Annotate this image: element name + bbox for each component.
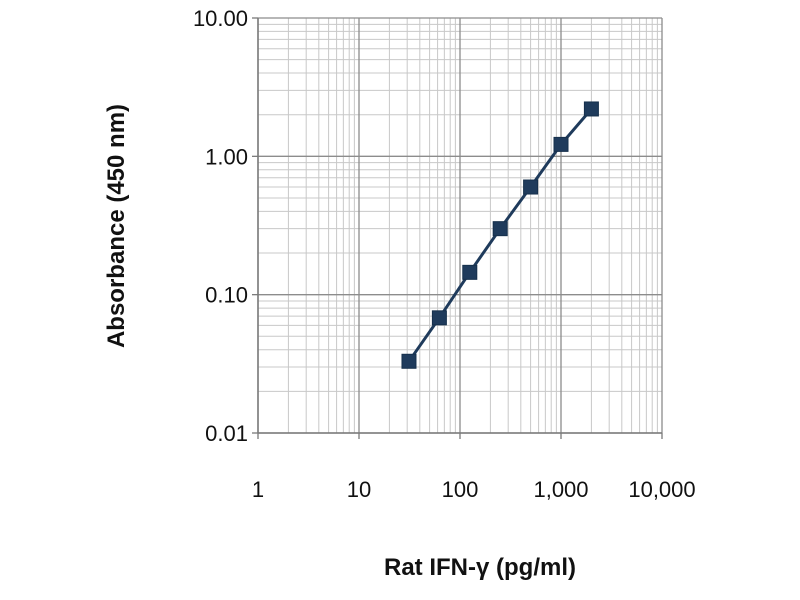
data-point: [431, 310, 447, 326]
data-point: [523, 179, 539, 195]
y-tick-label: 0.10: [205, 283, 248, 308]
y-axis-title: Absorbance (450 nm): [103, 104, 130, 348]
x-axis-title: Rat IFN-γ (pg/ml): [384, 554, 576, 581]
x-tick-label: 1: [252, 477, 264, 502]
data-point: [462, 264, 478, 280]
data-point: [401, 353, 417, 369]
data-point: [553, 136, 569, 152]
axes: [252, 17, 663, 439]
tick-labels: 1 10 100 1,000 10,000 0.01 0.10 1.00 10.00: [193, 6, 696, 502]
y-tick-label: 1.00: [205, 144, 248, 169]
y-tick-label: 10.00: [193, 6, 248, 31]
x-tick-label: 100: [442, 477, 479, 502]
x-tick-label: 1,000: [533, 477, 588, 502]
data-point: [492, 221, 508, 237]
data-point: [583, 101, 599, 117]
series: [401, 101, 599, 369]
x-tick-label: 10: [347, 477, 371, 502]
grid: [257, 17, 663, 434]
x-tick-label: 10,000: [628, 477, 695, 502]
y-tick-label: 0.01: [205, 421, 248, 446]
